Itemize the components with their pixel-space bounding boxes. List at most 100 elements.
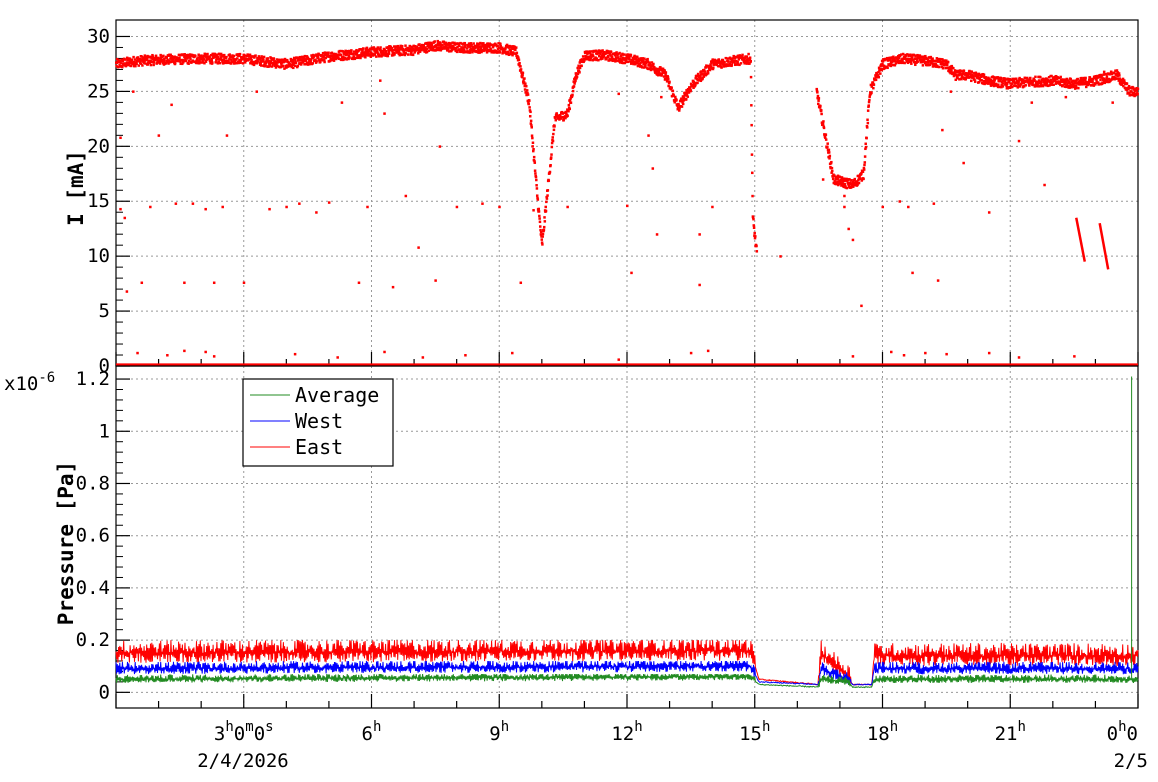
current-point: [179, 60, 182, 63]
current-point: [468, 45, 471, 48]
current-point: [158, 62, 162, 65]
x-tick-hour: 12: [611, 723, 634, 745]
current-point: [737, 58, 741, 61]
current-point: [857, 181, 861, 185]
current-point: [115, 64, 118, 68]
current-point: [227, 59, 230, 63]
current-point: [144, 62, 147, 65]
current-point: [697, 73, 700, 77]
current-point: [569, 101, 573, 104]
current-point: [1003, 80, 1007, 83]
current-point: [203, 61, 206, 65]
current-point: [453, 43, 457, 46]
current-stray-point: [255, 90, 259, 93]
current-point: [748, 56, 752, 59]
current-point: [213, 54, 216, 57]
current-point: [233, 62, 236, 65]
current-point: [1015, 80, 1019, 83]
current-point: [165, 56, 168, 59]
current-point: [921, 58, 924, 61]
current-point: [860, 171, 863, 175]
current-point: [498, 51, 502, 54]
current-point: [292, 66, 295, 70]
current-point: [543, 220, 547, 223]
current-point: [476, 43, 479, 46]
current-point: [557, 116, 561, 120]
current-point: [842, 177, 845, 180]
current-stray-point: [379, 79, 382, 82]
current-point: [866, 109, 870, 112]
current-point: [271, 61, 275, 65]
current-point: [319, 60, 322, 63]
current-point: [1055, 80, 1058, 84]
current-point: [1131, 86, 1135, 89]
current-point: [735, 63, 738, 66]
current-point: [1037, 85, 1041, 88]
current-point: [463, 42, 467, 45]
current-point: [188, 55, 192, 58]
current-point: [674, 95, 677, 99]
current-point: [1115, 69, 1119, 72]
current-point: [148, 61, 151, 65]
current-point: [266, 57, 269, 60]
current-point: [1023, 76, 1027, 80]
current-point: [290, 63, 293, 67]
current-point: [838, 175, 842, 179]
current-point: [827, 148, 831, 152]
current-point: [1083, 81, 1086, 84]
current-stray-point: [987, 351, 991, 355]
current-point: [713, 58, 717, 62]
current-point: [250, 58, 253, 62]
current-point: [216, 55, 220, 59]
current-point: [995, 84, 998, 87]
current-point: [835, 182, 838, 186]
current-point: [1134, 87, 1137, 90]
current-point: [358, 48, 361, 51]
current-point: [663, 69, 666, 73]
current-point: [327, 52, 330, 56]
current-point: [372, 54, 375, 57]
current-point: [636, 55, 639, 59]
current-point: [438, 46, 442, 50]
current-point: [1112, 71, 1116, 75]
current-point: [701, 77, 704, 80]
current-point: [646, 57, 649, 61]
current-point: [587, 55, 591, 59]
current-point: [723, 60, 726, 64]
current-point: [375, 47, 379, 51]
current-point: [215, 55, 218, 59]
current-point: [901, 59, 904, 62]
current-point: [676, 107, 679, 111]
current-point: [533, 169, 537, 172]
current-point: [1070, 85, 1073, 89]
current-point: [898, 54, 902, 58]
current-point: [952, 66, 955, 70]
current-point: [296, 64, 300, 68]
current-point: [627, 55, 630, 58]
current-point: [239, 61, 242, 64]
current-point: [309, 59, 312, 63]
current-point: [345, 58, 349, 61]
current-point: [312, 53, 315, 57]
current-point: [1015, 84, 1018, 88]
current-point: [477, 49, 481, 52]
current-point: [236, 53, 239, 56]
current-point: [307, 61, 310, 64]
current-point: [317, 58, 321, 61]
current-ytick-label: 25: [87, 80, 110, 102]
current-point: [537, 207, 540, 211]
current-point: [1036, 84, 1039, 88]
x-tick-unit: h: [373, 719, 381, 735]
current-point: [419, 44, 422, 48]
current-point: [633, 54, 636, 58]
current-point: [534, 172, 537, 175]
current-point: [931, 59, 934, 63]
current-point: [573, 77, 576, 81]
current-point: [864, 145, 868, 149]
current-stray-point: [391, 285, 395, 289]
current-point: [413, 48, 416, 52]
current-point: [202, 56, 205, 60]
current-point: [872, 86, 875, 90]
current-point: [1121, 80, 1124, 84]
current-point: [517, 58, 521, 62]
